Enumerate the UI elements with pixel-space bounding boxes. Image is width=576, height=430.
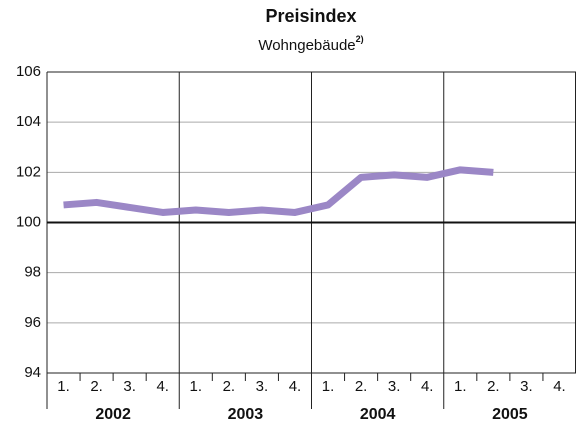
y-tick-label: 102: [16, 163, 41, 180]
chart-subtitle: Wohngebäude2): [258, 34, 363, 54]
y-tick-label: 94: [24, 364, 41, 381]
x-tick-label: 2.: [90, 378, 103, 395]
subtitle-note: 2): [356, 34, 364, 44]
x-tick-label: 2.: [223, 378, 236, 395]
group-label: 2003: [228, 406, 264, 423]
x-tick-label: 2.: [355, 378, 368, 395]
y-tick-label: 96: [24, 314, 41, 331]
x-tick-label: 3.: [256, 378, 269, 395]
group-label: 2002: [95, 406, 131, 423]
x-tick-label: 3.: [388, 378, 401, 395]
x-tick-label: 2.: [487, 378, 500, 395]
x-tick-label: 1.: [190, 378, 203, 395]
y-tick-label: 100: [16, 213, 41, 230]
y-tick-label: 104: [16, 113, 41, 130]
x-tick-label: 4.: [421, 378, 434, 395]
data-line: [63, 166, 494, 216]
x-tick-label: 1.: [57, 378, 70, 395]
group-label: 2005: [492, 406, 528, 423]
x-tick-label: 4.: [553, 378, 566, 395]
x-tick-label: 1.: [454, 378, 467, 395]
subtitle-text: Wohngebäude: [258, 37, 355, 54]
x-tick-label: 4.: [156, 378, 169, 395]
y-tick-label: 98: [24, 264, 41, 281]
chart-title: Preisindex: [265, 6, 356, 26]
x-tick-label: 3.: [123, 378, 136, 395]
x-tick-label: 3.: [520, 378, 533, 395]
group-label: 2004: [360, 406, 396, 423]
x-tick-label: 4.: [289, 378, 302, 395]
x-tick-label: 1.: [322, 378, 335, 395]
y-tick-label: 106: [16, 63, 41, 80]
